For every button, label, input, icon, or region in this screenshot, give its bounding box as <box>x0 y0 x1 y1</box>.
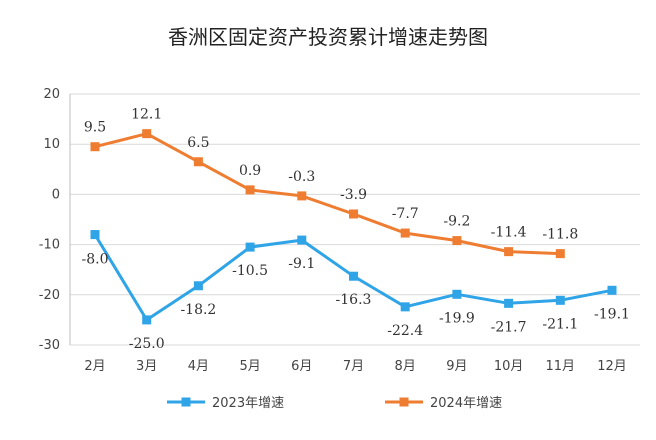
x-tick-label: 2月 <box>84 359 105 374</box>
data-point <box>142 129 152 139</box>
x-tick-label: 11月 <box>546 359 576 374</box>
data-point <box>555 249 565 259</box>
data-label: -21.7 <box>491 319 527 335</box>
y-tick-label: 10 <box>43 137 60 152</box>
data-label: 9.5 <box>84 120 106 136</box>
data-point <box>193 157 203 167</box>
y-tick-label: 20 <box>43 87 60 102</box>
x-tick-label: 12月 <box>597 359 627 374</box>
legend-label-2: 2024年增速 <box>430 396 502 411</box>
data-point <box>90 230 100 240</box>
series-layer <box>90 129 617 325</box>
x-tick-label: 7月 <box>343 359 364 374</box>
y-tick-label: -10 <box>39 238 60 253</box>
data-label: -18.2 <box>180 302 216 318</box>
data-point <box>504 298 514 308</box>
data-label-layer: -8.0 -25.0 -18.2 -10.5 -9.1 -16.3 -22.4 -19.9 -2… <box>82 107 630 352</box>
x-tick-label: 9月 <box>446 359 467 374</box>
data-label: -11.8 <box>542 227 578 243</box>
data-point <box>142 315 152 325</box>
x-tick-label: 6月 <box>291 359 312 374</box>
data-label: -9.1 <box>288 256 315 272</box>
data-point <box>400 228 410 238</box>
data-point <box>349 209 358 219</box>
data-label: 6.5 <box>187 135 209 151</box>
data-point <box>193 281 203 291</box>
y-tick-label: 0 <box>52 187 60 202</box>
x-tick-label: 8月 <box>395 359 416 374</box>
data-label: -19.9 <box>439 310 475 326</box>
data-label: -9.2 <box>443 214 470 230</box>
data-point <box>297 191 307 201</box>
x-tick-label: 4月 <box>188 359 209 374</box>
legend-marker-2 <box>399 397 409 407</box>
axis-layer: 20 10 0 -10 -20 -30 2月 3月 4月 5月 6月 7月 8月 9月 10月 11月 12月 <box>39 87 627 374</box>
data-point <box>349 271 358 281</box>
data-label: -0.3 <box>288 169 315 185</box>
y-tick-label: -30 <box>39 338 60 353</box>
data-point <box>245 242 255 252</box>
legend-marker-1 <box>181 397 191 407</box>
x-tick-label: 10月 <box>494 359 524 374</box>
data-label: -8.0 <box>82 252 109 268</box>
x-tick-label: 3月 <box>136 359 157 374</box>
series-line-2 <box>94 132 561 256</box>
data-label: -25.0 <box>129 336 165 352</box>
data-point <box>555 295 565 305</box>
data-label: -11.4 <box>491 225 527 241</box>
data-point <box>504 247 514 257</box>
data-point <box>607 285 617 295</box>
data-label: -22.4 <box>387 323 423 339</box>
chart-title: 香洲区固定资产投资累计增速走势图 <box>168 25 488 49</box>
data-point <box>400 302 410 312</box>
data-label: -19.1 <box>594 306 630 322</box>
legend: 2023年增速 2024年增速 <box>167 396 502 411</box>
data-point <box>245 185 255 195</box>
data-label: -10.5 <box>232 263 268 279</box>
data-label: -3.9 <box>340 187 367 203</box>
data-point <box>452 289 462 299</box>
data-label: 12.1 <box>131 107 162 123</box>
data-label: -16.3 <box>336 292 372 308</box>
data-label: -7.7 <box>392 206 419 222</box>
y-tick-label: -20 <box>39 288 60 303</box>
data-point <box>90 142 100 152</box>
data-point <box>297 235 307 245</box>
data-label: -21.1 <box>542 316 578 332</box>
data-label: 0.9 <box>239 163 261 179</box>
legend-label-1: 2023年增速 <box>212 396 284 411</box>
x-tick-label: 5月 <box>239 359 260 374</box>
data-point <box>452 236 462 246</box>
